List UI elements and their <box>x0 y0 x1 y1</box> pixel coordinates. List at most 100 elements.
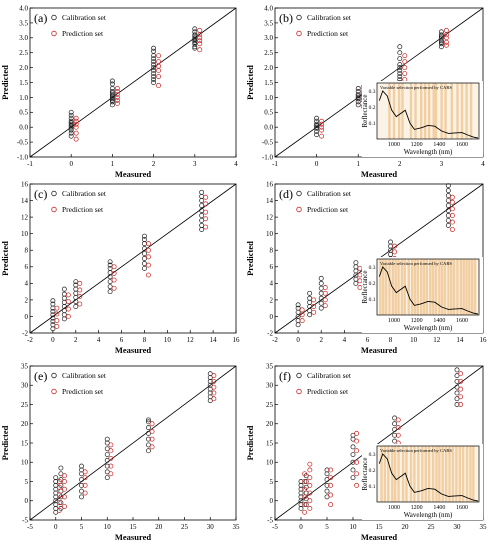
data-point <box>77 287 83 293</box>
data-point <box>324 471 330 477</box>
selected-wavelength-band <box>414 83 417 139</box>
y-tick-label: -5 <box>267 516 273 524</box>
selected-wavelength-band <box>444 446 448 502</box>
data-point <box>307 475 313 481</box>
data-point <box>62 494 67 500</box>
data-point <box>314 132 320 138</box>
inset-frame <box>376 445 480 503</box>
selected-wavelength-band <box>473 259 477 315</box>
data-point <box>449 199 455 205</box>
data-point <box>443 39 449 45</box>
data-point <box>445 213 451 218</box>
data-point <box>107 265 113 271</box>
selected-wavelength-band <box>387 446 390 502</box>
data-point <box>62 479 67 484</box>
data-point <box>73 286 79 292</box>
data-point <box>388 251 394 257</box>
data-point <box>454 373 460 379</box>
inset-title: Variable selection performed by CARS <box>380 85 452 90</box>
selected-wavelength-band <box>434 259 438 315</box>
x-tick-label: 3 <box>440 160 444 168</box>
data-point <box>324 482 330 488</box>
data-point <box>318 305 324 311</box>
data-point <box>54 305 60 311</box>
identity-line <box>274 365 484 521</box>
data-point <box>145 436 151 442</box>
x-tick-label: 10 <box>104 523 112 531</box>
selected-wavelength-band <box>460 83 464 139</box>
data-point <box>449 194 455 200</box>
inset-y-tick-label: 0.1 <box>369 297 376 303</box>
y-tick-label: 2.0 <box>19 64 28 72</box>
selected-wavelength-band <box>416 259 419 315</box>
data-point <box>151 74 157 79</box>
selected-wavelength-band <box>379 259 382 315</box>
y-tick-label: 4 <box>25 280 29 288</box>
y-tick-label: 6 <box>270 263 274 271</box>
y-tick-label: 0.5 <box>19 109 28 117</box>
data-point <box>109 78 115 84</box>
x-tick-label: 0 <box>299 523 303 531</box>
data-point <box>355 94 361 100</box>
x-axis-label: Measured <box>115 345 151 355</box>
data-point <box>458 402 464 407</box>
x-tick-label: 0 <box>315 160 319 168</box>
data-point <box>354 482 360 488</box>
data-point <box>211 390 217 396</box>
y-tick-label: 14 <box>21 197 29 205</box>
panel-label: (d) <box>279 187 293 201</box>
data-point <box>211 373 217 379</box>
data-point <box>65 299 71 304</box>
panel-label: (c) <box>34 187 47 201</box>
selected-wavelength-band <box>401 446 405 502</box>
data-point <box>73 294 79 300</box>
selected-wavelength-band <box>413 446 416 502</box>
data-point <box>445 198 451 204</box>
x-tick-label: 14 <box>210 336 218 344</box>
data-point <box>449 213 455 218</box>
data-point <box>328 502 334 508</box>
inset-x-tick-label: 1400 <box>433 318 445 324</box>
y-tick-label: 2 <box>25 296 29 304</box>
y-tick-label: 12 <box>266 214 274 222</box>
data-point <box>62 504 67 509</box>
data-point <box>445 188 451 194</box>
selected-wavelength-band <box>434 83 438 139</box>
data-point <box>107 270 113 276</box>
data-point <box>65 292 71 298</box>
data-point <box>199 213 205 218</box>
y-tick-label: 15 <box>266 439 274 447</box>
data-point <box>199 189 205 195</box>
x-tick-label: 4 <box>234 160 238 168</box>
data-point <box>395 425 401 431</box>
data-point <box>443 27 449 33</box>
data-point <box>58 500 64 506</box>
x-axis-label: Measured <box>115 532 151 542</box>
x-tick-label: 15 <box>130 523 138 531</box>
y-tick-label: 16 <box>266 180 274 188</box>
data-point <box>111 285 117 291</box>
data-point <box>357 265 363 271</box>
data-point <box>145 425 151 431</box>
y-tick-label: 0.5 <box>264 109 273 117</box>
selected-wavelength-band <box>468 259 471 315</box>
data-point <box>203 216 209 222</box>
legend-label: Prediction set <box>62 29 104 38</box>
legend-marker <box>296 206 302 213</box>
selected-wavelength-band <box>443 259 447 315</box>
data-point <box>145 262 151 268</box>
data-point <box>68 133 74 139</box>
selected-wavelength-band <box>420 259 423 315</box>
data-point <box>203 194 209 200</box>
data-point <box>61 286 67 292</box>
data-point <box>302 494 308 500</box>
data-point <box>392 427 398 432</box>
data-point <box>318 285 324 291</box>
y-tick-label: -1.0 <box>262 153 274 161</box>
data-point <box>353 280 359 286</box>
selected-wavelength-band <box>465 83 468 139</box>
x-tick-label: 20 <box>402 523 410 531</box>
chart-panel: -1 0 1 2 3 4 -1.0 -0.5 0.0 0.5 1.0 1.5 2.0 2.5 3.0 3.5 4… <box>0 4 238 179</box>
x-tick-label: -5 <box>27 523 33 531</box>
